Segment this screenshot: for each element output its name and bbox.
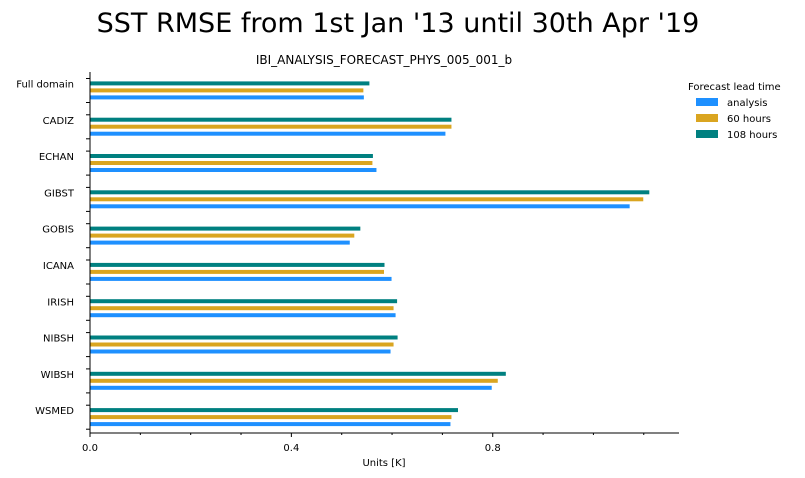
bar-108-hours-cadiz: [90, 117, 452, 122]
y-tick-label: ECHAN: [39, 152, 74, 163]
bar-60-hours-full-domain: [90, 88, 364, 93]
x-ticks-group: 0.0 0.4 0.8: [82, 433, 645, 454]
legend-swatch-60-hours: [696, 114, 718, 122]
bar-60-hours-wsmed: [90, 415, 452, 420]
chart-subtitle: IBI_ANALYSIS_FORECAST_PHYS_005_001_b: [256, 53, 512, 67]
bar-analysis-full-domain: [90, 95, 364, 100]
bar-60-hours-gobis: [90, 233, 355, 238]
bar-60-hours-irish: [90, 306, 394, 311]
bar-60-hours-cadiz: [90, 124, 452, 129]
bar-analysis-irish: [90, 313, 396, 318]
bar-analysis-gibst: [90, 204, 630, 209]
bar-108-hours-icana: [90, 262, 385, 267]
y-tick-label: WIBSH: [41, 370, 74, 381]
bar-108-hours-gobis: [90, 226, 361, 231]
x-tick-label: 0.0: [82, 443, 98, 454]
bars-group: [90, 81, 650, 427]
bar-60-hours-echan: [90, 161, 373, 165]
legend: Forecast lead time analysis 60 hours 108 h…: [688, 82, 781, 141]
bar-60-hours-nibsh: [90, 342, 394, 347]
bar-108-hours-full-domain: [90, 81, 370, 86]
legend-label: 60 hours: [727, 114, 771, 125]
legend-label: analysis: [727, 98, 768, 109]
bar-60-hours-icana: [90, 269, 384, 274]
legend-title: Forecast lead time: [688, 82, 781, 93]
bar-60-hours-gibst: [90, 197, 644, 202]
bar-analysis-cadiz: [90, 131, 446, 136]
bar-analysis-wsmed: [90, 422, 451, 427]
bar-108-hours-gibst: [90, 190, 650, 195]
legend-swatch-108-hours: [696, 130, 718, 138]
bar-analysis-echan: [90, 168, 377, 172]
x-tick-label: 0.8: [485, 443, 501, 454]
bar-108-hours-wibsh: [90, 371, 506, 376]
x-axis-label: Units [K]: [362, 458, 405, 469]
y-ticks-group: Full domain CADIZ ECHAN GIBST GOBIS ICANA IRIS…: [16, 78, 90, 430]
chart-title: SST RMSE from 1st Jan '13 until 30th Apr…: [97, 8, 700, 39]
y-tick-label: Full domain: [16, 80, 74, 91]
y-tick-label: NIBSH: [43, 334, 74, 345]
y-tick-label: GOBIS: [42, 225, 74, 236]
y-tick-label: GIBST: [44, 188, 75, 199]
legend-label: 108 hours: [727, 130, 777, 141]
bar-108-hours-wsmed: [90, 408, 458, 413]
bar-108-hours-irish: [90, 299, 398, 304]
bar-analysis-gobis: [90, 240, 350, 245]
y-tick-label: WSMED: [35, 406, 74, 417]
bar-60-hours-wibsh: [90, 378, 498, 383]
legend-items: analysis 60 hours 108 hours: [696, 98, 777, 141]
bar-108-hours-nibsh: [90, 335, 398, 340]
bar-analysis-nibsh: [90, 349, 391, 354]
y-tick-label: CADIZ: [43, 116, 74, 127]
x-tick-label: 0.4: [283, 443, 299, 454]
bar-analysis-wibsh: [90, 385, 492, 390]
bar-108-hours-echan: [90, 154, 373, 158]
legend-swatch-analysis: [696, 98, 718, 106]
bar-analysis-icana: [90, 276, 392, 281]
y-tick-label: IRISH: [47, 297, 74, 308]
y-tick-label: ICANA: [43, 261, 74, 272]
